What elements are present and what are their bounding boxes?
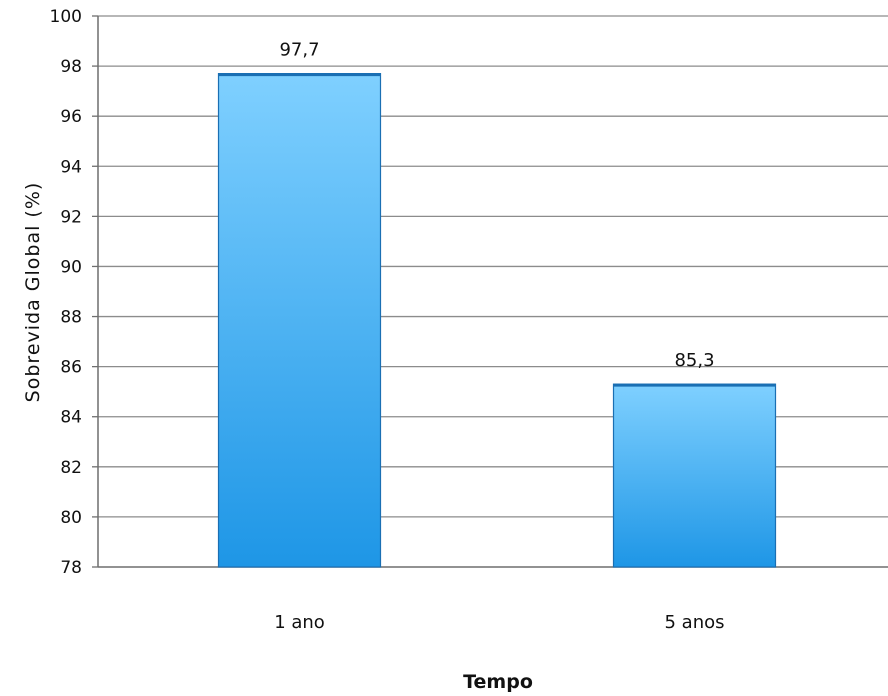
y-tick-label: 98 (60, 57, 82, 77)
y-tick-label: 96 (60, 107, 82, 127)
bar-2 (612, 383, 777, 568)
y-tick-label: 80 (60, 508, 82, 528)
y-tick-label: 84 (60, 408, 82, 428)
data-label-2: 85,3 (674, 350, 714, 371)
x-category-label-1: 1 ano (274, 612, 325, 633)
y-tick-label: 90 (60, 257, 82, 277)
data-labels: 97,7 85,3 (279, 40, 714, 372)
bars (217, 73, 777, 568)
y-tick-label: 92 (60, 207, 82, 227)
y-tick-label: 82 (60, 458, 82, 478)
y-tick-label: 78 (60, 558, 82, 578)
y-tick-labels: 78 80 82 84 86 88 90 92 94 96 98 100 (50, 7, 82, 578)
data-label-1: 97,7 (279, 40, 319, 61)
bar-1 (217, 73, 382, 568)
y-tick-label: 86 (60, 358, 82, 378)
y-tick-label: 94 (60, 157, 82, 177)
y-axis-title: Sobrevida Global (%) (22, 182, 44, 403)
y-tick-label: 88 (60, 308, 82, 328)
y-tick-label: 100 (50, 7, 82, 27)
x-category-labels: 1 ano 5 anos (274, 612, 724, 633)
x-axis-title: Tempo (463, 671, 533, 693)
x-category-label-2: 5 anos (664, 612, 724, 633)
